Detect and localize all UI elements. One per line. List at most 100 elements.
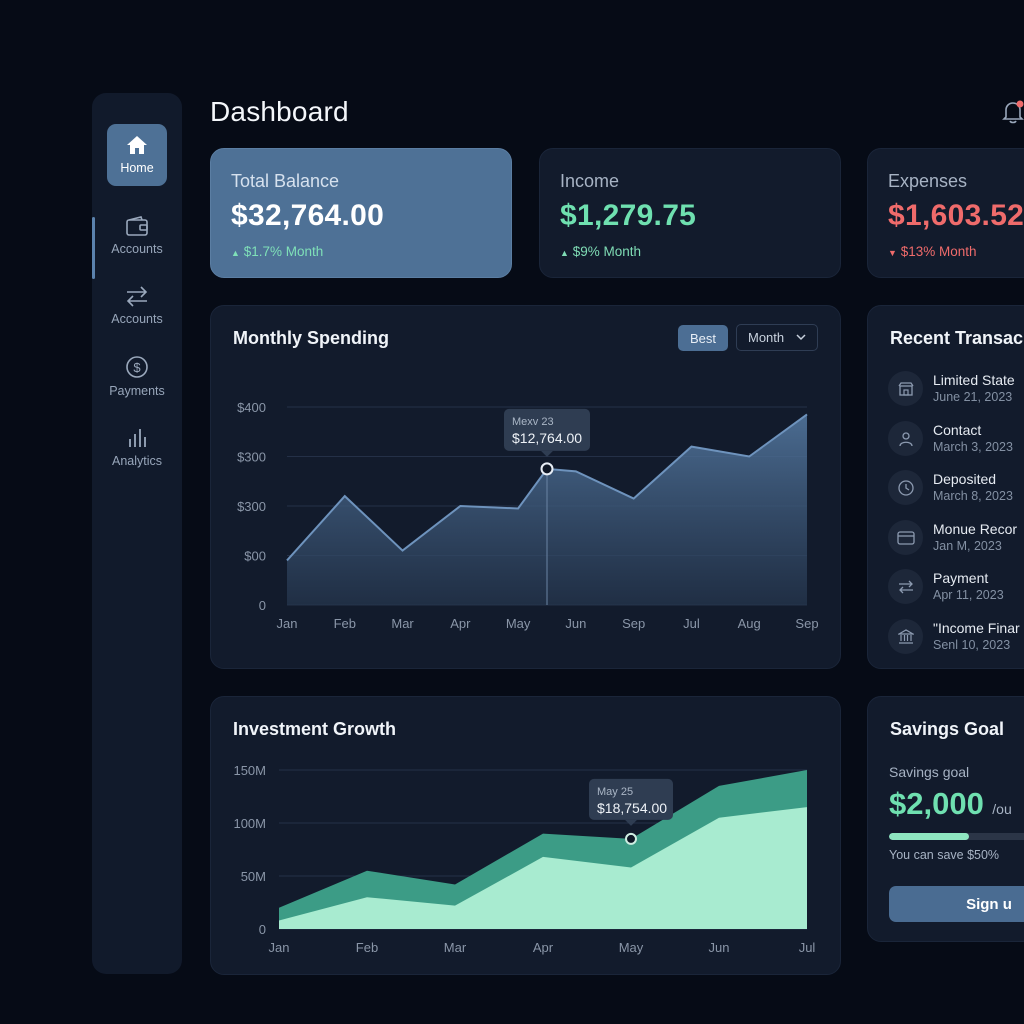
transaction-date: March 8, 2023	[933, 489, 1013, 503]
stat-value: $32,764.00	[231, 199, 385, 232]
savings-label: Savings goal	[889, 764, 970, 780]
investment-area-lower	[279, 807, 807, 929]
stat-title: Total Balance	[231, 171, 340, 191]
page-title: Dashboard	[210, 96, 349, 127]
tooltip-pointer	[541, 450, 553, 457]
storefront-icon	[888, 371, 923, 406]
best-button[interactable]: Best	[678, 325, 728, 351]
period-select[interactable]: Month	[736, 324, 818, 351]
transaction-name: Deposited	[933, 471, 997, 487]
transfer-arrows-icon	[888, 569, 923, 604]
bell-icon	[1002, 100, 1024, 124]
up-triangle-icon: ▲	[231, 248, 240, 258]
sidebar-item-label: Analytics	[111, 454, 163, 468]
savings-goal-card: Savings Goal Savings goal $2,000 /ou You…	[867, 696, 1024, 942]
transaction-item[interactable]: Monue Recor Jan M, 2023	[888, 518, 1024, 558]
notification-dot	[1016, 100, 1024, 108]
savings-amount-suffix: /ou	[992, 801, 1012, 817]
transaction-name: Limited State	[933, 372, 1015, 388]
highlight-point	[625, 832, 637, 845]
transaction-date: Senl 10, 2023	[933, 638, 1011, 652]
tooltip-label: Mexv 23	[512, 416, 554, 428]
transaction-name: Contact	[933, 422, 982, 438]
period-select-value: Month	[748, 330, 785, 345]
active-indicator	[92, 217, 95, 279]
x-tick-label: Jul	[683, 616, 700, 631]
y-tick-label: 150M	[233, 763, 266, 778]
chevron-down-icon	[796, 334, 806, 341]
sidebar-item-label: Home	[120, 161, 154, 175]
transaction-name: "Income Finar	[933, 620, 1020, 636]
y-tick-label: $300	[237, 450, 266, 465]
wallet-icon	[126, 216, 148, 236]
x-tick-label: Sep	[795, 616, 818, 631]
transaction-date: Apr 11, 2023	[933, 588, 1004, 602]
transaction-item[interactable]: Limited State June 21, 2023	[888, 369, 1024, 409]
transaction-item[interactable]: Contact March 3, 2023	[888, 419, 1024, 459]
highlight-point	[540, 462, 554, 476]
bar-chart-icon	[129, 429, 146, 447]
notification-button[interactable]	[1002, 100, 1024, 129]
transaction-name: Monue Recor	[933, 521, 1018, 537]
transaction-item[interactable]: Payment Apr 11, 2023	[888, 567, 1024, 607]
investment-growth-chart: 0 50M 100M 150M Jan Feb Mar Apr May Jun Jul May 25 $…	[233, 763, 815, 955]
x-tick-label: Mar	[391, 616, 414, 631]
expenses-card: Expenses $1,603.52 ▼ $13% Month	[867, 148, 1024, 278]
down-triangle-icon: ▼	[888, 248, 897, 258]
tooltip-box	[504, 408, 590, 451]
sidebar-item-transfers[interactable]: Accounts	[92, 285, 182, 326]
y-tick-label: 50M	[241, 869, 266, 884]
card-icon	[888, 520, 923, 555]
home-icon	[127, 136, 147, 154]
y-tick-label: 0	[259, 922, 266, 937]
chart-tooltip: Mexv 23 $12,764.00	[504, 408, 590, 457]
sidebar-item-payments[interactable]: $ Payments	[92, 355, 182, 398]
tooltip-box	[589, 778, 673, 820]
stat-value: $1,279.75	[560, 199, 697, 232]
stat-change: ▲ $9% Month	[560, 244, 641, 259]
card-title: Savings Goal	[890, 719, 1005, 739]
x-tick-label: Feb	[356, 940, 378, 955]
income-card: Income $1,279.75 ▲ $9% Month	[539, 148, 841, 278]
transaction-date: June 21, 2023	[933, 390, 1013, 404]
sidebar-item-label: Accounts	[111, 312, 163, 326]
sidebar: Home Accounts Accounts $ Payments Analyt…	[92, 93, 182, 974]
dollar-circle-icon: $	[126, 356, 148, 378]
x-tick-label: May	[506, 616, 531, 631]
x-tick-label: Aug	[738, 616, 761, 631]
sidebar-item-accounts[interactable]: Accounts	[92, 215, 182, 256]
savings-progress-fill	[889, 833, 969, 840]
x-tick-label: Sep	[622, 616, 645, 631]
sidebar-item-analytics[interactable]: Analytics	[92, 425, 182, 468]
transaction-date: March 3, 2023	[933, 440, 1013, 454]
sign-up-button[interactable]: Sign u	[889, 886, 1024, 922]
x-tick-label: Apr	[533, 940, 554, 955]
chart-tooltip: May 25 $18,754.00	[589, 778, 673, 826]
transaction-item[interactable]: "Income Finar Senl 10, 2023	[888, 617, 1024, 657]
transaction-date: Jan M, 2023	[933, 539, 1002, 553]
x-tick-label: Jan	[277, 616, 298, 631]
clock-icon	[888, 470, 923, 505]
x-tick-label: Mar	[444, 940, 467, 955]
y-tick-label: 0	[259, 598, 266, 613]
savings-hint: You can save $50%	[889, 848, 1000, 862]
up-triangle-icon: ▲	[560, 248, 569, 258]
x-tick-label: Jun	[565, 616, 586, 631]
x-tick-label: Jun	[709, 940, 730, 955]
sidebar-item-home[interactable]: Home	[107, 124, 167, 186]
sidebar-item-label: Payments	[109, 384, 165, 398]
savings-amount: $2,000	[889, 786, 984, 821]
stat-value: $1,603.52	[888, 199, 1024, 232]
transaction-item[interactable]: Deposited March 8, 2023	[888, 468, 1024, 508]
card-title: Investment Growth	[233, 719, 397, 739]
stat-change: ▲ $1.7% Month	[231, 244, 324, 259]
transaction-name: Payment	[933, 570, 989, 586]
monthly-spending-card: Monthly Spending Best Month 0 $00 $300 $300…	[210, 305, 841, 669]
x-tick-label: May	[619, 940, 644, 955]
stat-title: Income	[560, 171, 620, 191]
recent-transactions-card: Recent Transac Limited State June 21, 20…	[867, 305, 1024, 669]
svg-text:$: $	[133, 360, 141, 375]
x-tick-label: Feb	[334, 616, 356, 631]
card-title: Recent Transac	[890, 328, 1024, 348]
tooltip-value: $18,754.00	[597, 800, 667, 816]
